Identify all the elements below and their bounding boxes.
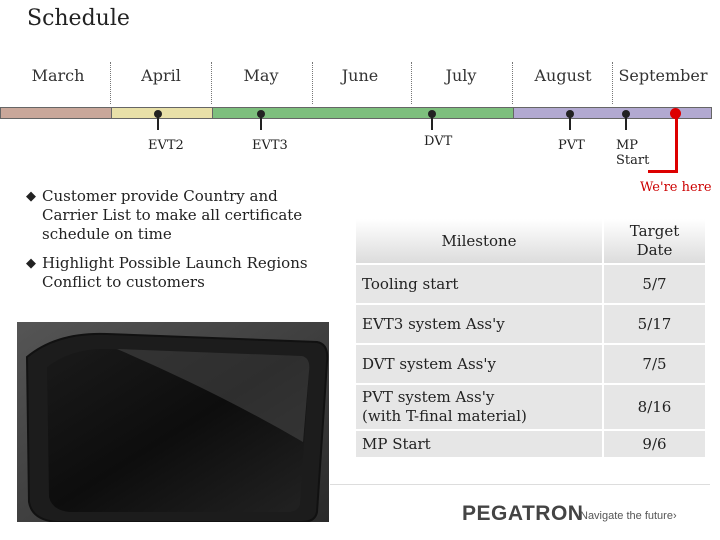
table-cell-milestone: Tooling start — [356, 264, 603, 305]
table-header-row: Milestone Target Date — [356, 219, 705, 265]
milestone-pin-stem — [625, 116, 627, 130]
month-divider — [312, 62, 313, 104]
milestone-pin-icon — [566, 110, 574, 118]
month-divider — [512, 62, 513, 104]
footer-tagline: Navigate the future› — [580, 510, 677, 522]
current-date-label: We're here — [640, 180, 712, 195]
table-cell-milestone: PVT system Ass'y (with T-final material) — [356, 384, 603, 431]
table-row: DVT system Ass'y 7/5 — [356, 344, 705, 385]
table-cell-date: 5/17 — [602, 304, 705, 345]
table-cell-date: 5/7 — [602, 264, 705, 305]
pegatron-logo: PEGATRON — [462, 502, 584, 525]
month-divider — [110, 62, 111, 104]
table-cell-date: 7/5 — [602, 344, 705, 385]
bullet-item: ◆ Highlight Possible Launch Regions Conf… — [26, 254, 328, 292]
current-date-marker-icon — [670, 108, 681, 119]
table-row: EVT3 system Ass'y 5/17 — [356, 304, 705, 345]
milestone-table: Milestone Target Date Tooling start 5/7 … — [356, 219, 705, 459]
footer-divider — [330, 484, 710, 485]
milestone-label-evt3: EVT3 — [252, 138, 288, 153]
current-date-line — [675, 110, 678, 172]
slide-title: Schedule — [27, 6, 130, 31]
tablet-photo — [17, 322, 329, 522]
month-april: April — [141, 66, 181, 85]
milestone-pin-stem — [260, 116, 262, 130]
milestone-pin-icon — [154, 110, 162, 118]
month-divider — [612, 62, 613, 104]
month-june: June — [341, 66, 379, 85]
table-cell-milestone: MP Start — [356, 430, 603, 459]
milestone-pin-stem — [569, 116, 571, 130]
table-cell-milestone: EVT3 system Ass'y — [356, 304, 603, 345]
month-september: September — [618, 66, 708, 85]
milestone-pin-icon — [428, 110, 436, 118]
month-march: March — [31, 66, 85, 85]
month-august: August — [534, 66, 592, 85]
table-cell-milestone: DVT system Ass'y — [356, 344, 603, 385]
table-row: PVT system Ass'y (with T-final material)… — [356, 384, 705, 431]
tagline-text: Navigate the future — [580, 510, 673, 522]
month-may: May — [243, 66, 279, 85]
month-divider — [411, 62, 412, 104]
table-header-milestone: Milestone — [356, 219, 603, 265]
table-cell-date: 9/6 — [602, 430, 705, 459]
bullet-text: Highlight Possible Launch Regions Confli… — [42, 254, 308, 291]
chevron-right-icon: › — [672, 510, 677, 522]
bullet-text: Customer provide Country and Carrier Lis… — [42, 187, 303, 243]
milestone-label-pvt: PVT — [558, 138, 585, 153]
table-row: Tooling start 5/7 — [356, 264, 705, 305]
timeline-bar — [0, 107, 712, 119]
milestone-label-dvt: DVT — [424, 134, 453, 149]
tablet-illustration — [17, 322, 329, 522]
table-cell-date: 8/16 — [602, 384, 705, 431]
milestone-pin-icon — [622, 110, 630, 118]
diamond-bullet-icon: ◆ — [26, 256, 36, 271]
milestone-label-evt2: EVT2 — [148, 138, 184, 153]
timeline-segment-march — [0, 107, 112, 119]
diamond-bullet-icon: ◆ — [26, 189, 36, 204]
milestone-pin-icon — [257, 110, 265, 118]
table-row: MP Start 9/6 — [356, 430, 705, 459]
current-date-underline — [648, 170, 678, 173]
month-divider — [211, 62, 212, 104]
milestone-pin-stem — [157, 116, 159, 130]
month-july: July — [445, 66, 477, 85]
milestone-pin-stem — [431, 116, 433, 130]
bullet-item: ◆ Customer provide Country and Carrier L… — [26, 187, 328, 244]
milestone-label-mp-start: MP Start — [616, 138, 650, 168]
timeline-segment-august-september — [513, 107, 712, 119]
table-header-target-date: Target Date — [602, 219, 705, 265]
timeline-segment-april — [111, 107, 213, 119]
